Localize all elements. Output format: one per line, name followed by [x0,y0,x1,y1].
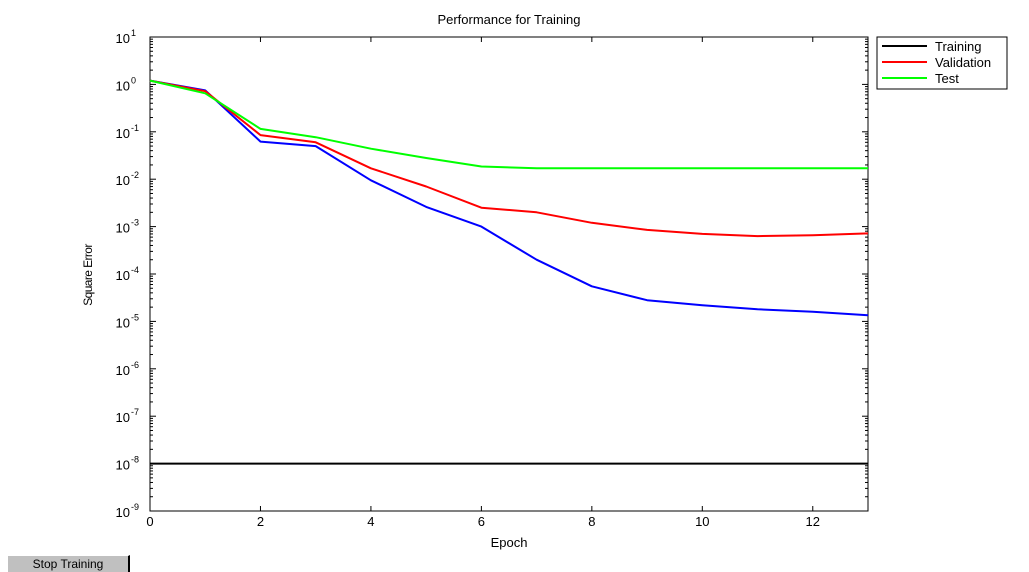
stop-training-button[interactable]: Stop Training [7,555,130,572]
x-tick-label: 12 [806,514,820,529]
y-tick-exponent: -7 [131,407,139,417]
y-tick-label: 10 [116,458,130,473]
y-tick-label: 10 [116,410,130,425]
y-tick-exponent: -4 [131,265,139,275]
chart-title: Performance for Training [437,12,580,27]
x-tick-label: 10 [695,514,709,529]
y-tick-exponent: -3 [131,218,139,228]
y-tick-exponent: -6 [131,360,139,370]
y-tick-label: 10 [116,315,130,330]
x-tick-label: 4 [367,514,374,529]
y-tick-exponent: -5 [131,312,139,322]
x-axis-label: Epoch [491,535,528,550]
y-tick-label: 10 [116,173,130,188]
legend-label-validation: Validation [935,55,991,70]
y-tick-exponent: -8 [131,455,139,465]
y-tick-exponent: -9 [131,502,139,512]
series-line-validation [149,79,869,238]
y-tick-label: 10 [116,505,130,520]
series-line-performance [149,79,869,317]
y-tick-label: 10 [116,221,130,236]
y-tick-label: 10 [116,363,130,378]
legend-label-test: Test [935,71,959,86]
legend: Training Validation Test [876,36,1008,90]
plot-frame [149,36,869,512]
y-tick-label: 10 [116,31,130,46]
x-tick-label: 6 [478,514,485,529]
y-tick-label: 10 [116,126,130,141]
y-tick-exponent: -2 [131,170,139,180]
x-tick-label: 2 [257,514,264,529]
y-tick-exponent: 0 [131,75,136,85]
y-tick-label: 10 [116,268,130,283]
series-lines [149,79,869,465]
legend-label-training: Training [935,39,981,54]
performance-chart: Performance for Training Epoch Square Er… [81,12,1008,550]
series-line-test [149,79,868,170]
y-axis-label: Square Error [81,244,95,306]
y-tick-exponent: 1 [131,28,136,38]
y-tick-label: 10 [116,78,130,93]
y-tick-exponent: -1 [131,123,139,133]
x-tick-label: 0 [146,514,153,529]
x-tick-label: 8 [588,514,595,529]
